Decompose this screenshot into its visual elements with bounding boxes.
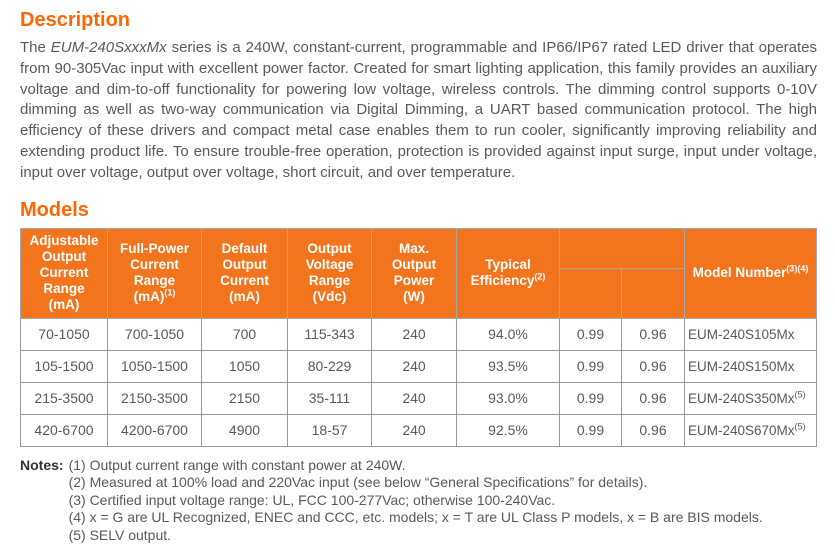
note-item-2: (2) Measured at 100% load and 220Vac inp… — [68, 474, 648, 491]
table-cell: 93.5% — [456, 349, 560, 383]
description-text: series is a 240W, constant-current, prog… — [20, 39, 818, 181]
model-number-cell: EUM-240S670Mx(5) — [684, 413, 817, 447]
table-row: 105-1500 1050-1500 1050 80-229 240 93.5%… — [20, 349, 817, 383]
table-cell: 0.96 — [621, 381, 685, 415]
table-cell: 1050 — [201, 349, 288, 383]
note-item-1: (1) Output current range with constant p… — [68, 456, 406, 473]
col-header-efficiency: Typical Efficiency(2) — [456, 227, 560, 319]
table-cell: 700-1050 — [107, 317, 202, 351]
model-number-cell: EUM-240S350Mx(5) — [684, 381, 817, 415]
series-name: EUM-240SxxxMx — [50, 39, 167, 56]
table-cell: 115-343 — [287, 317, 372, 351]
table-cell: 0.99 — [559, 413, 622, 447]
table-cell: 0.96 — [621, 317, 685, 351]
col-header-220vac — [621, 267, 685, 319]
description-heading: Description — [20, 9, 131, 31]
col-group-power-factor — [559, 227, 685, 269]
table-cell: 240 — [371, 349, 457, 383]
description-paragraph: The EUM-240SxxxMx series is a 240W, cons… — [20, 38, 817, 184]
table-cell: 2150 — [201, 381, 288, 415]
table-cell: 240 — [371, 381, 457, 415]
table-cell: 35-111 — [287, 381, 372, 415]
table-cell: 80-229 — [287, 349, 372, 383]
note-item-4: (4) x = G are UL Recognized, ENEC and CC… — [68, 509, 763, 526]
col-header-full-power-current: Full-Power Current Range (mA)(1) — [107, 227, 202, 319]
description-prefix: The — [20, 39, 51, 56]
col-header-default-current: Default Output Current (mA) — [201, 227, 288, 319]
table-cell: 2150-3500 — [107, 381, 202, 415]
col-header-model-number: Model Number(3)(4) — [684, 227, 817, 319]
notes-list: (1) Output current range with constant p… — [69, 457, 763, 545]
table-cell: 92.5% — [456, 413, 560, 447]
col-header-max-power: Max. Output Power (W) — [371, 227, 457, 319]
table-cell: 215-3500 — [20, 381, 108, 415]
table-cell: 0.96 — [621, 349, 685, 383]
table-cell: 93.0% — [456, 381, 560, 415]
notes-section: Notes: (1) Output current range with con… — [20, 457, 816, 545]
table-cell: 0.99 — [559, 381, 622, 415]
table-cell: 4200-6700 — [107, 413, 202, 447]
table-cell: 94.0% — [456, 317, 560, 351]
table-cell: 700 — [201, 317, 288, 351]
table-cell: 0.99 — [559, 317, 622, 351]
model-number-cell: EUM-240S150Mx — [684, 349, 817, 383]
table-row: 420-6700 4200-6700 4900 18-57 240 92.5% … — [20, 413, 817, 447]
table-row: 215-3500 2150-3500 2150 35-111 240 93.0%… — [20, 381, 817, 415]
table-cell: 18-57 — [287, 413, 372, 447]
models-table: Adjustable Output Current Range (mA) Ful… — [20, 227, 817, 447]
table-row: 70-1050 700-1050 700 115-343 240 94.0% 0… — [20, 317, 817, 351]
col-header-adjustable-current: Adjustable Output Current Range (mA) — [20, 227, 108, 319]
col-header-output-voltage: Output Voltage Range (Vdc) — [287, 227, 372, 319]
note-item-3: (3) Certified input voltage range: UL, F… — [68, 491, 556, 508]
table-cell: 240 — [371, 317, 457, 351]
table-cell: 0.99 — [559, 349, 622, 383]
table-cell: 240 — [371, 413, 457, 447]
models-heading: Models — [20, 198, 89, 221]
table-cell: 1050-1500 — [107, 349, 202, 383]
model-number-cell: EUM-240S105Mx — [684, 317, 817, 351]
note-item-5: (5) SELV output. — [68, 526, 172, 543]
table-cell: 70-1050 — [20, 317, 108, 351]
col-header-120vac — [559, 267, 622, 319]
table-cell: 105-1500 — [20, 349, 108, 383]
table-cell: 420-6700 — [20, 413, 108, 447]
table-cell: 0.96 — [621, 413, 685, 447]
notes-label: Notes: — [20, 456, 64, 473]
table-cell: 4900 — [201, 413, 288, 447]
